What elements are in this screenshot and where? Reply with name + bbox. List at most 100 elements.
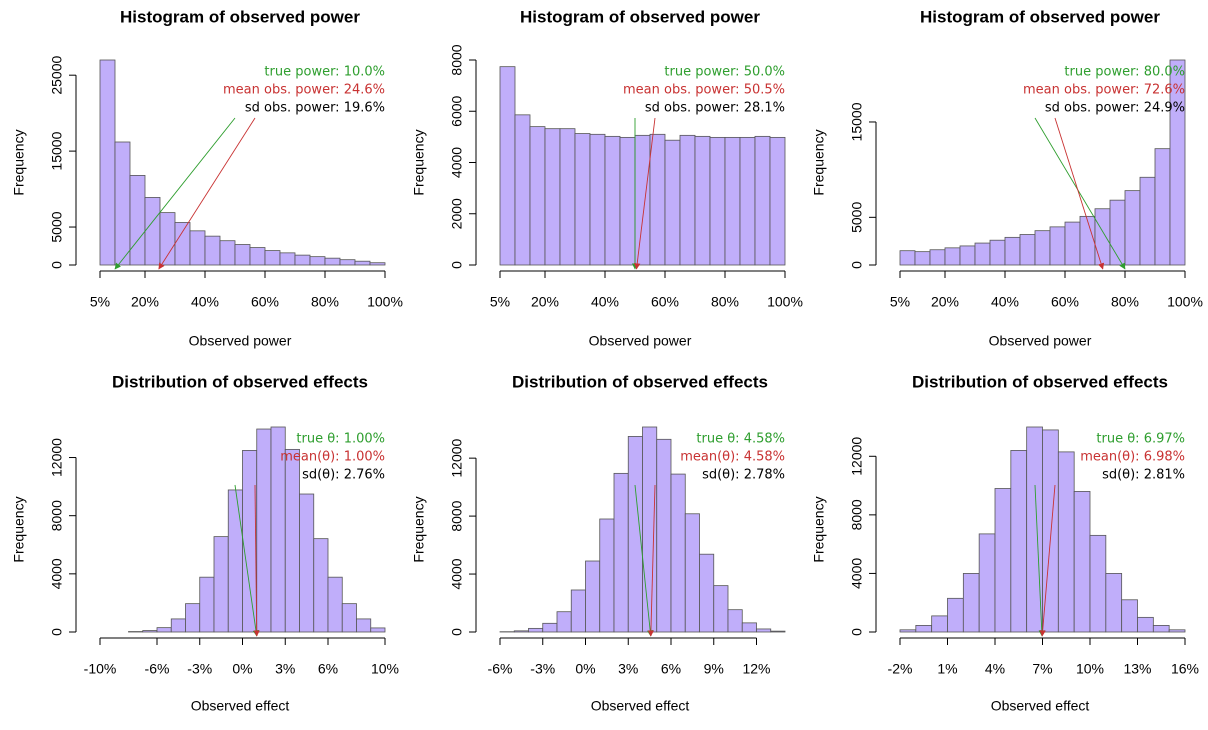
y-tick-label: 6000: [449, 95, 465, 126]
x-tick-label: 20%: [131, 294, 159, 310]
y-tick-label: 25000: [49, 56, 65, 95]
y-tick-label: 0: [849, 261, 865, 269]
bar: [529, 126, 546, 266]
y-tick-label: 8000: [49, 500, 65, 531]
arrow: [634, 117, 656, 270]
annotation: mean obs. power: 50.5%: [623, 83, 785, 98]
y-tick-label: 4000: [849, 558, 865, 589]
bar: [556, 611, 572, 633]
bar: [324, 257, 341, 266]
x-tick-label: 1%: [937, 661, 957, 677]
y-tick-label: 5000: [849, 202, 865, 233]
bar: [542, 622, 558, 633]
bar: [699, 553, 715, 633]
bar: [159, 212, 176, 266]
x-tick-label: 80%: [711, 294, 739, 310]
bar: [1019, 234, 1036, 266]
bar: [962, 573, 980, 633]
x-tick-label: 5%: [90, 294, 110, 310]
arrow: [114, 117, 236, 270]
annotation: mean(θ): 4.58%: [680, 450, 785, 465]
x-tick-label: 100%: [767, 294, 803, 310]
bar: [770, 630, 786, 633]
bar: [213, 536, 229, 633]
bar: [756, 628, 772, 633]
bar: [1152, 625, 1170, 633]
bar: [684, 513, 700, 633]
x-axis-label: Observed effect: [991, 698, 1090, 714]
x-tick-label: 40%: [191, 294, 219, 310]
x-tick-label: -6%: [145, 661, 170, 677]
y-tick-label: 15000: [49, 131, 65, 170]
bar: [634, 134, 651, 266]
y-tick-label: 2000: [449, 198, 465, 229]
x-tick-label: -2%: [888, 661, 913, 677]
x-tick-label: 9%: [704, 661, 724, 677]
bar: [754, 135, 771, 266]
x-tick-label: 7%: [1032, 661, 1052, 677]
bar: [959, 245, 976, 266]
bar: [514, 114, 531, 266]
bar: [199, 576, 215, 633]
annotation: sd(θ): 2.81%: [1102, 468, 1185, 483]
bar: [144, 197, 161, 266]
x-tick-label: 40%: [991, 294, 1019, 310]
arrow: [234, 484, 260, 637]
bar: [670, 473, 686, 633]
bar: [299, 493, 315, 633]
bar: [544, 128, 561, 266]
bar: [99, 59, 116, 266]
bar: [727, 609, 743, 633]
bar: [944, 247, 961, 266]
x-tick-label: -10%: [84, 661, 117, 677]
x-tick-label: 100%: [367, 294, 403, 310]
annotation: true power: 80.0%: [1064, 65, 1185, 80]
x-axis-label: Observed effect: [591, 698, 690, 714]
bar: [989, 239, 1006, 266]
bar: [1049, 226, 1066, 266]
bar: [1168, 629, 1186, 633]
bar: [994, 488, 1012, 633]
bar: [1124, 190, 1141, 266]
y-tick-label: 4000: [449, 147, 465, 178]
y-tick-label: 15000: [849, 102, 865, 141]
bar: [929, 249, 946, 266]
y-axis-label: Frequency: [411, 496, 427, 562]
bar: [613, 472, 629, 633]
chart-title: Histogram of observed power: [520, 7, 760, 26]
x-tick-label: 60%: [1051, 294, 1079, 310]
chart-title: Histogram of observed power: [920, 7, 1160, 26]
bar: [1105, 573, 1123, 633]
bar: [642, 426, 658, 633]
y-tick-label: 12000: [849, 437, 865, 476]
bar: [279, 252, 296, 266]
bar: [234, 244, 251, 266]
arrow: [1039, 484, 1056, 637]
bar: [227, 489, 243, 633]
bar: [370, 627, 386, 633]
bar: [129, 175, 146, 266]
bar: [709, 136, 726, 266]
bar: [313, 538, 329, 633]
bar: [619, 136, 636, 266]
annotation: sd obs. power: 24.9%: [1045, 101, 1185, 116]
bar: [185, 603, 201, 633]
x-tick-label: 20%: [931, 294, 959, 310]
annotation: sd obs. power: 28.1%: [645, 101, 785, 116]
annotation: true θ: 6.97%: [1096, 432, 1185, 447]
bar: [284, 448, 300, 633]
bar: [1094, 208, 1111, 266]
bar: [679, 134, 696, 266]
x-tick-label: 6%: [318, 661, 338, 677]
bar: [931, 615, 948, 633]
x-tick-label: 100%: [1167, 294, 1203, 310]
arrow: [158, 117, 256, 270]
y-tick-label: 8000: [449, 44, 465, 75]
bar: [513, 630, 529, 633]
bar: [1154, 148, 1171, 266]
x-tick-label: -6%: [488, 661, 513, 677]
x-tick-label: 10%: [371, 661, 399, 677]
x-axis-label: Observed power: [989, 333, 1092, 349]
x-tick-label: 3%: [275, 661, 295, 677]
bar: [341, 603, 357, 633]
